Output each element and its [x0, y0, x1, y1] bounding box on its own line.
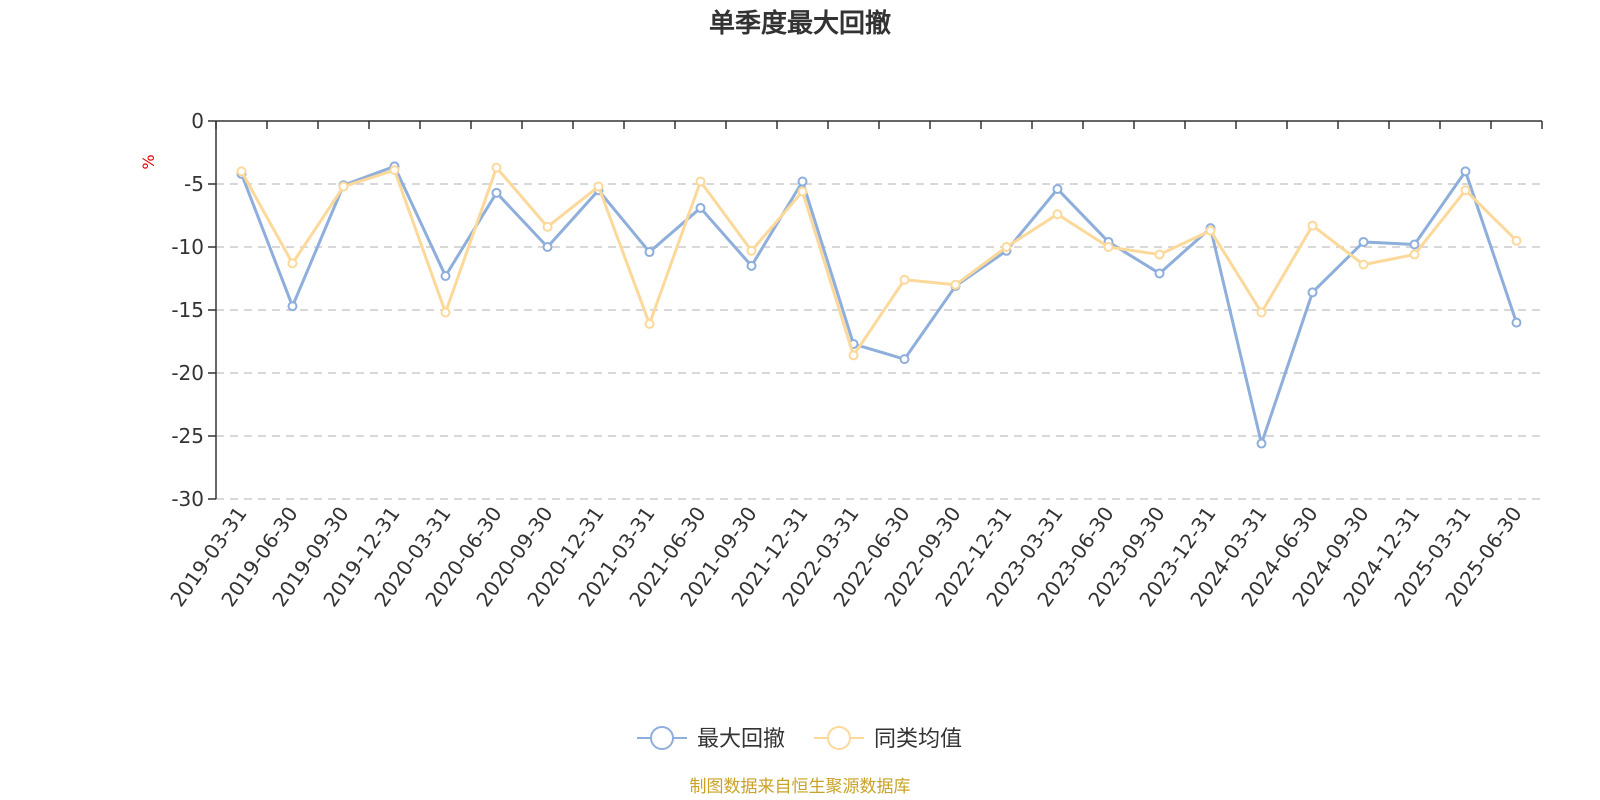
data-point[interactable] [950, 279, 961, 290]
series-group [236, 161, 1522, 449]
data-point[interactable] [1409, 239, 1420, 250]
chart-title: 单季度最大回撤 [709, 8, 891, 39]
legend-item-2[interactable]: 同类均值 [814, 726, 962, 752]
data-point[interactable] [593, 181, 604, 192]
legend-swatch-circle [650, 726, 674, 750]
data-point[interactable] [236, 166, 247, 177]
data-point[interactable] [1052, 184, 1063, 195]
data-point[interactable] [1511, 317, 1522, 328]
y-tick-label: -10 [171, 235, 204, 259]
data-point[interactable] [644, 247, 655, 258]
y-axis-unit: % [139, 154, 158, 169]
y-tick-label: -5 [184, 172, 204, 196]
data-point[interactable] [695, 202, 706, 213]
y-tick-label: 0 [191, 109, 204, 133]
y-tick-label: -25 [171, 424, 204, 448]
y-tick-label: -30 [171, 487, 204, 511]
data-point[interactable] [1154, 249, 1165, 260]
data-point[interactable] [542, 221, 553, 232]
legend-label: 最大回撤 [697, 727, 785, 752]
series-1 [236, 161, 1522, 449]
data-point[interactable] [1103, 242, 1114, 252]
data-point[interactable] [542, 242, 553, 252]
data-point[interactable] [1001, 242, 1012, 252]
data-point[interactable] [440, 270, 451, 281]
data-point[interactable] [491, 187, 502, 198]
data-point[interactable] [848, 350, 859, 361]
data-point[interactable] [644, 318, 655, 329]
grid-lines [216, 183, 1542, 500]
series-line [240, 164, 1518, 446]
series-2 [236, 162, 1522, 361]
legend-item-1[interactable]: 最大回撤 [637, 726, 785, 752]
series-line [240, 166, 1518, 357]
y-tick-label: -15 [171, 298, 204, 322]
data-point[interactable] [440, 307, 451, 318]
data-point[interactable] [1205, 225, 1216, 236]
data-point[interactable] [1409, 249, 1420, 260]
data-point[interactable] [287, 258, 298, 269]
data-point[interactable] [1052, 209, 1063, 220]
data-point[interactable] [746, 245, 757, 256]
data-point[interactable] [287, 301, 298, 312]
data-point[interactable] [899, 354, 910, 365]
data-point[interactable] [899, 274, 910, 285]
data-point[interactable] [1511, 235, 1522, 246]
legend-label: 同类均值 [874, 727, 962, 752]
data-point[interactable] [389, 165, 400, 176]
data-point[interactable] [1256, 438, 1267, 449]
data-point[interactable] [1358, 259, 1369, 270]
data-point[interactable] [1358, 236, 1369, 247]
data-point[interactable] [797, 176, 808, 187]
legend[interactable]: 最大回撤 同类均值 [637, 726, 962, 752]
data-point[interactable] [695, 176, 706, 187]
data-point[interactable] [746, 260, 757, 271]
data-point[interactable] [1256, 307, 1267, 318]
data-point[interactable] [1307, 220, 1318, 231]
data-point[interactable] [338, 181, 349, 192]
data-point[interactable] [491, 162, 502, 173]
data-point[interactable] [1460, 166, 1471, 177]
data-point[interactable] [1460, 185, 1471, 196]
data-point[interactable] [1154, 268, 1165, 279]
source-note: 制图数据来自恒生聚源数据库 [690, 777, 911, 797]
y-tick-label: -20 [171, 361, 204, 385]
legend-swatch-circle [827, 726, 851, 750]
data-point[interactable] [1307, 287, 1318, 298]
data-point[interactable] [797, 186, 808, 197]
